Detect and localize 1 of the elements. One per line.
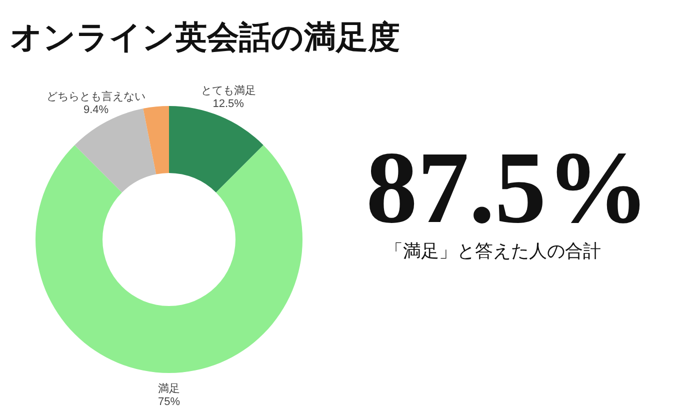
title: オンライン英会話の満足度: [10, 19, 400, 55]
